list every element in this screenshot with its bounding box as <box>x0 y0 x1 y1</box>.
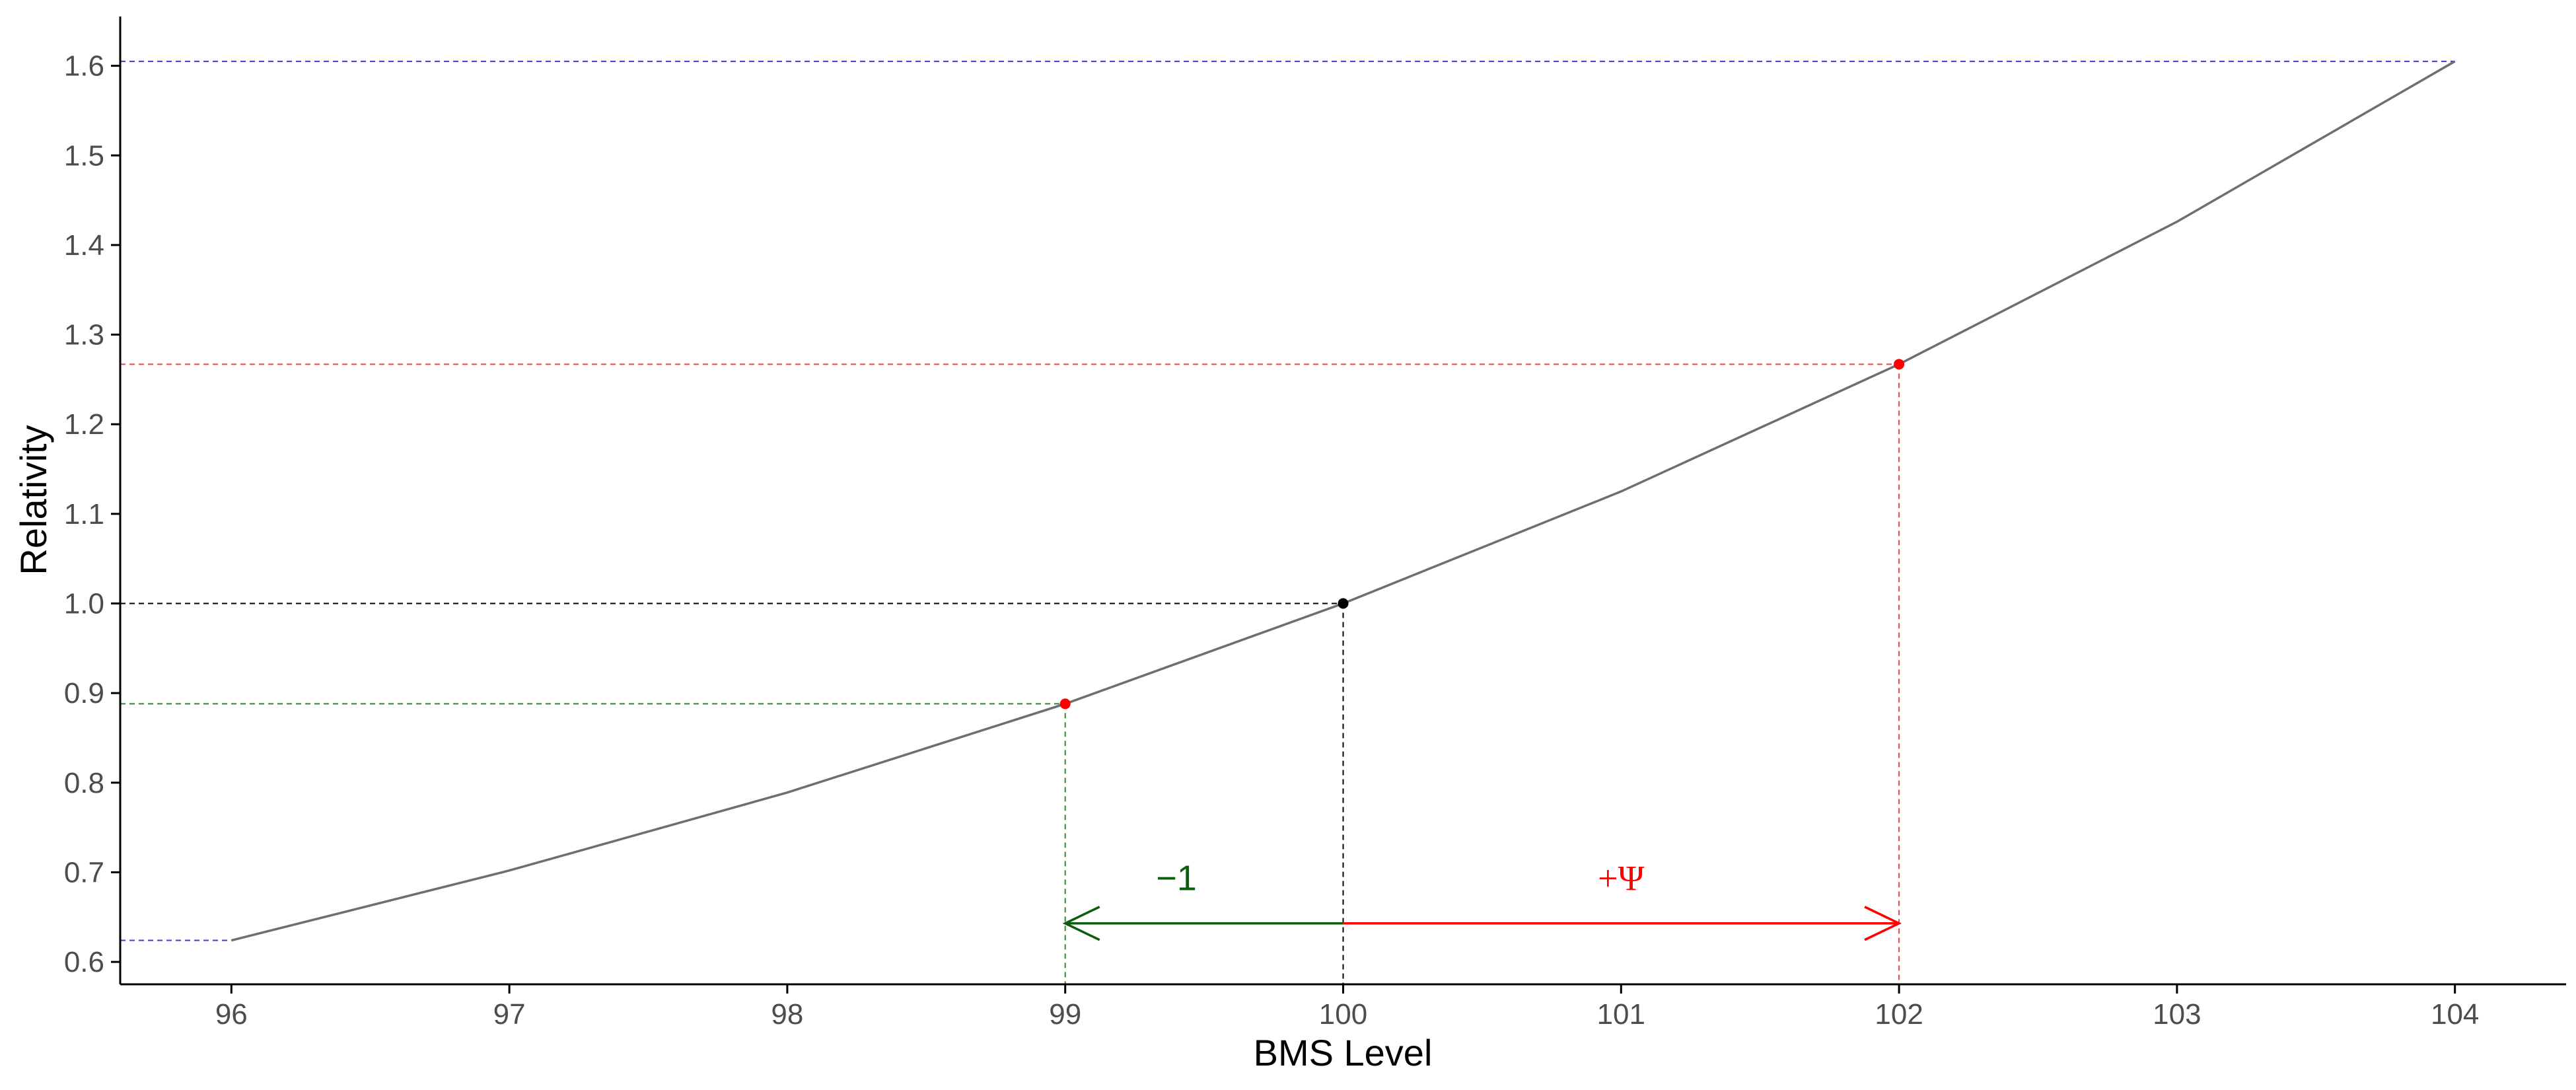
x-tick-label: 100 <box>1319 998 1367 1031</box>
x-tick-label: 102 <box>1875 998 1923 1031</box>
x-tick-label: 97 <box>493 998 526 1031</box>
arrow-head <box>1864 906 1902 941</box>
y-tick-label: 1.5 <box>64 139 104 172</box>
data-point <box>1894 359 1905 370</box>
arrow-head <box>1062 906 1100 941</box>
x-tick-label: 99 <box>1049 998 1081 1031</box>
y-tick-label: 0.7 <box>64 856 104 889</box>
x-tick-label: 98 <box>771 998 803 1031</box>
x-tick-label: 101 <box>1597 998 1645 1031</box>
y-tick-label: 0.6 <box>64 946 104 978</box>
arrow-label: −1 <box>1156 859 1197 898</box>
y-axis-title: Relativity <box>13 425 54 575</box>
data-point <box>1338 598 1349 609</box>
x-tick-label: 103 <box>2153 998 2201 1031</box>
y-tick-label: 1.6 <box>64 50 104 83</box>
plot-area: −1 +Ψ <box>120 60 2456 984</box>
x-tick-label: 96 <box>215 998 248 1031</box>
data-point <box>1059 698 1071 709</box>
y-tick-label: 0.9 <box>64 677 104 709</box>
axes: BMS Level Relativity 96 97 98 99 100 101 102 10… <box>13 17 2566 1073</box>
arrow-label: +Ψ <box>1598 859 1644 898</box>
y-tick-label: 1.2 <box>64 408 104 441</box>
x-axis-title: BMS Level <box>1254 1032 1433 1073</box>
y-tick-label: 1.4 <box>64 229 104 262</box>
y-tick-label: 1.1 <box>64 498 104 530</box>
x-tick-label: 104 <box>2431 998 2479 1031</box>
y-tick-label: 1.0 <box>64 587 104 620</box>
y-tick-label: 1.3 <box>64 319 104 351</box>
y-tick-label: 0.8 <box>64 767 104 799</box>
